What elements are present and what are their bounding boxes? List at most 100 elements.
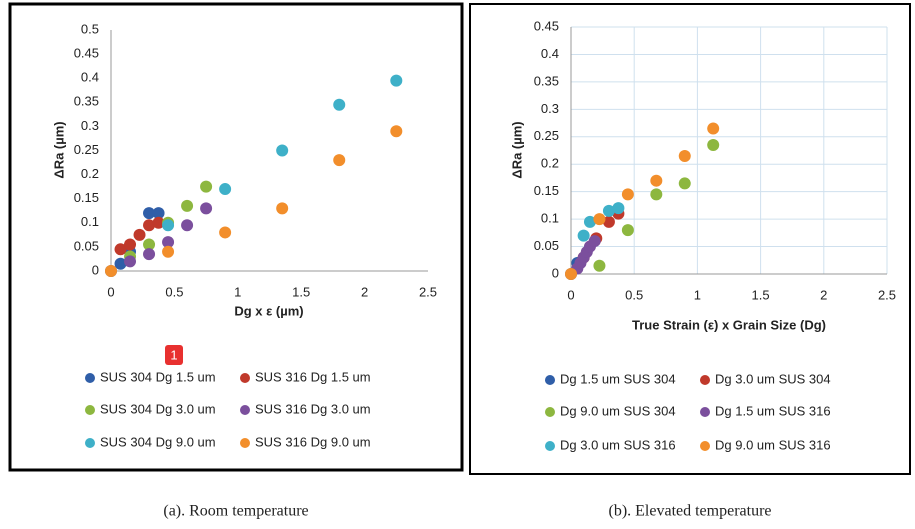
y-tick-label: 0.45	[534, 18, 559, 33]
point	[152, 207, 165, 220]
point	[200, 202, 213, 215]
point	[181, 199, 194, 212]
point	[333, 98, 346, 111]
legend-label: Dg 1.5 um SUS 316	[715, 403, 831, 418]
point	[650, 174, 663, 187]
x-axis-title: True Strain (ε) x Grain Size (Dg)	[632, 317, 826, 332]
y-tick-label: 0.05	[74, 238, 99, 253]
point	[577, 229, 590, 242]
point	[143, 219, 156, 232]
y-tick-label: 0	[552, 265, 559, 280]
legend-marker	[700, 407, 710, 417]
legend-marker	[240, 438, 250, 448]
legend-label: SUS 304 Dg 1.5 um	[100, 369, 216, 384]
point	[565, 268, 577, 280]
y-tick-label: 0.4	[541, 46, 559, 61]
y-tick-label: 0.2	[541, 156, 559, 171]
legend-label: SUS 304 Dg 3.0 um	[100, 401, 216, 416]
x-tick-label: 0.5	[165, 284, 183, 299]
legend-marker	[85, 405, 95, 415]
badge: 1	[170, 347, 177, 362]
y-tick-label: 0.3	[541, 101, 559, 116]
legend-label: SUS 304 Dg 9.0 um	[100, 434, 216, 449]
caption: (a). Room temperature	[163, 503, 308, 520]
point	[105, 265, 117, 277]
point	[593, 259, 606, 272]
point	[588, 235, 601, 248]
x-tick-label: 0	[107, 284, 114, 299]
legend-marker	[85, 438, 95, 448]
point	[678, 177, 691, 190]
y-axis-title: ΔRa (µm)	[51, 121, 66, 178]
legend-marker	[240, 405, 250, 415]
point	[276, 202, 289, 215]
point	[593, 213, 606, 226]
legend-label: Dg 1.5 um SUS 304	[560, 371, 676, 386]
x-tick-label: 0.5	[625, 287, 643, 302]
legend-label: Dg 3.0 um SUS 304	[715, 371, 831, 386]
point	[276, 144, 289, 157]
legend-marker	[240, 373, 250, 383]
legend-marker	[85, 373, 95, 383]
x-tick-label: 1.5	[292, 284, 310, 299]
point	[143, 238, 156, 251]
point	[707, 122, 720, 135]
point	[390, 74, 403, 87]
y-tick-label: 0.1	[541, 211, 559, 226]
point	[583, 215, 596, 228]
y-tick-label: 0.35	[74, 94, 99, 109]
point	[333, 154, 346, 167]
y-tick-label: 0.1	[81, 214, 99, 229]
y-tick-label: 0.3	[81, 118, 99, 133]
point	[650, 188, 663, 201]
legend-label: SUS 316 Dg 3.0 um	[255, 401, 371, 416]
legend-marker	[545, 441, 555, 451]
point	[707, 139, 720, 152]
point	[162, 219, 175, 232]
point	[181, 219, 194, 232]
point	[143, 248, 156, 261]
point	[200, 180, 213, 193]
y-tick-label: 0.2	[81, 166, 99, 181]
y-axis-title: ΔRa (µm)	[509, 121, 524, 178]
y-tick-label: 0.35	[534, 73, 559, 88]
point	[152, 216, 165, 229]
caption: (b). Elevated temperature	[608, 503, 771, 520]
y-tick-label: 0.05	[534, 238, 559, 253]
point	[219, 226, 232, 239]
point	[143, 207, 156, 220]
y-tick-label: 0	[92, 262, 99, 277]
y-tick-label: 0.25	[74, 142, 99, 157]
x-tick-label: 1.5	[752, 287, 770, 302]
x-tick-label: 0	[567, 287, 574, 302]
x-axis-title: Dg x ε (µm)	[234, 303, 303, 318]
point	[124, 255, 137, 268]
badge-box	[165, 345, 183, 365]
point	[162, 236, 175, 249]
y-tick-label: 0.45	[74, 46, 99, 61]
legend-marker	[545, 375, 555, 385]
point	[133, 228, 146, 241]
y-tick-label: 0.25	[534, 128, 559, 143]
y-tick-label: 0.5	[81, 21, 99, 36]
point	[124, 238, 137, 251]
frame-a	[8, 2, 464, 472]
x-tick-label: 2	[361, 284, 368, 299]
point	[390, 125, 403, 138]
y-tick-label: 0.4	[81, 70, 99, 85]
point	[162, 245, 175, 258]
x-tick-label: 2	[820, 287, 827, 302]
x-tick-label: 1	[694, 287, 701, 302]
point	[114, 243, 127, 256]
legend-label: SUS 316 Dg 9.0 um	[255, 434, 371, 449]
x-tick-label: 2.5	[878, 287, 896, 302]
point	[678, 149, 691, 162]
frame-b	[469, 3, 911, 475]
x-tick-label: 2.5	[419, 284, 437, 299]
point	[612, 202, 625, 215]
legend-label: Dg 3.0 um SUS 316	[560, 437, 676, 452]
legend-label: Dg 9.0 um SUS 304	[560, 403, 676, 418]
legend-marker	[700, 375, 710, 385]
point	[219, 183, 232, 196]
